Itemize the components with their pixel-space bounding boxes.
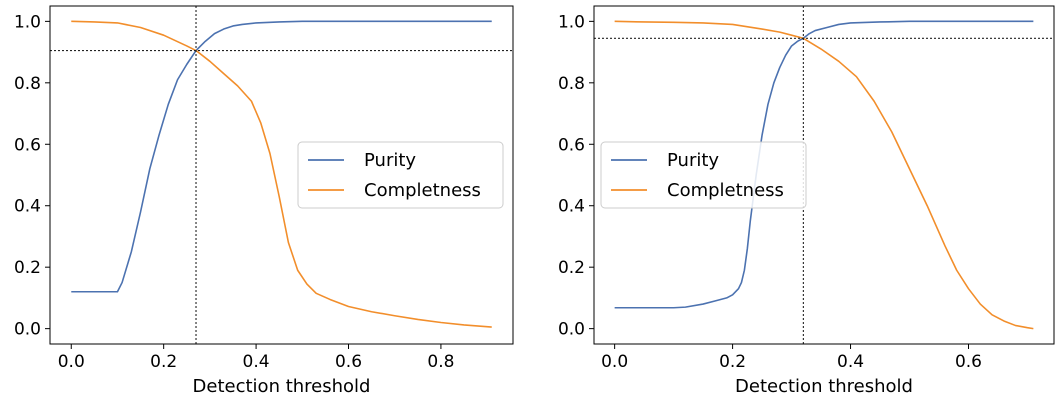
legend-box (297, 141, 504, 209)
series-line-completness (71, 20, 492, 328)
y-tick-label: 0.0 (558, 320, 585, 340)
chart-panel-1: 0.0 0.2 0.4 0.6 0.8 0.0 0.2 0.4 0.6 0.8 1.0 Detecti… (14, 5, 514, 397)
x-tick-label: 0.4 (243, 352, 270, 372)
y-tick-label: 0.2 (14, 258, 41, 278)
x-tick-label: 0.0 (601, 352, 628, 372)
legend-label-purity: Purity (667, 150, 719, 171)
y-tick-label: 0.0 (14, 320, 41, 340)
legend-box (600, 141, 807, 209)
x-axis-label: Detection threshold (193, 376, 371, 397)
legend-label-purity: Purity (364, 150, 416, 171)
x-tick-label: 0.4 (837, 352, 864, 372)
x-tick-label: 0.2 (719, 352, 746, 372)
y-tick-label: 0.4 (14, 197, 41, 217)
x-tick-label: 0.0 (58, 352, 85, 372)
y-tick-label: 1.0 (14, 12, 41, 32)
x-tick-label: 0.6 (335, 352, 362, 372)
legend: Purity Completness (600, 141, 807, 209)
x-tick-label: 0.8 (427, 352, 454, 372)
chart-panel-2: 0.0 0.2 0.4 0.6 0.0 0.2 0.4 0.6 0.8 1.0 Detection … (558, 5, 1055, 397)
y-tick-label: 0.6 (558, 135, 585, 155)
legend: Purity Completness (297, 141, 504, 209)
legend-label-completness: Completness (364, 180, 481, 201)
y-tick-label: 0.6 (14, 135, 41, 155)
x-axis-label: Detection threshold (735, 376, 913, 397)
y-tick-label: 0.2 (558, 258, 585, 278)
y-tick-label: 0.8 (558, 74, 585, 94)
series-line-purity (71, 20, 492, 293)
x-tick-label: 0.6 (955, 352, 982, 372)
plot-frame (49, 5, 514, 345)
plot-frame (593, 5, 1055, 345)
series-line-completness (614, 20, 1034, 330)
y-tick-label: 0.8 (14, 74, 41, 94)
x-tick-label: 0.2 (150, 352, 177, 372)
y-tick-label: 0.4 (558, 197, 585, 217)
series-line-purity (614, 20, 1034, 309)
legend-label-completness: Completness (667, 180, 784, 201)
y-tick-label: 1.0 (558, 12, 585, 32)
